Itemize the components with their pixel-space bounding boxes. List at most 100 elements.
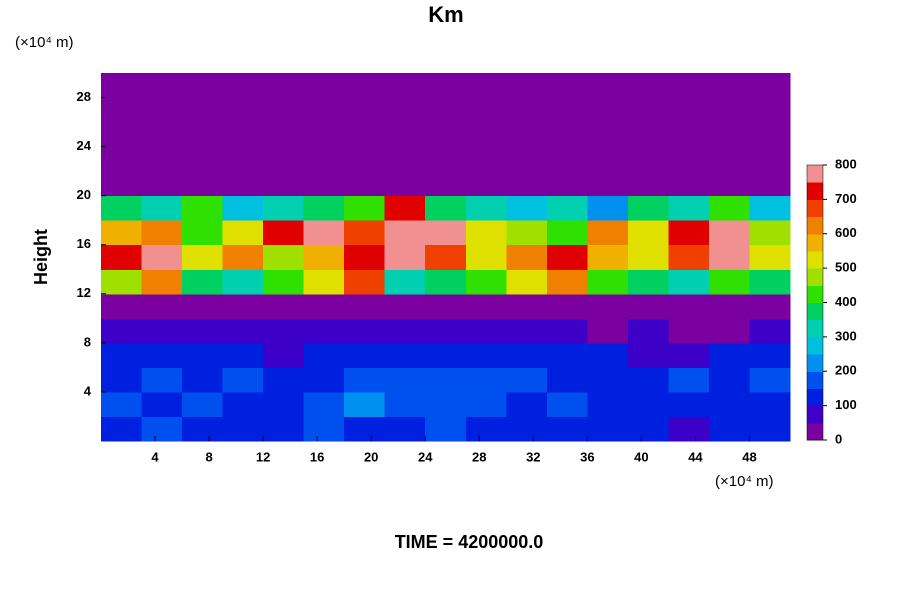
heat-cell — [344, 342, 386, 368]
y-tick-label: 12 — [77, 285, 91, 300]
heat-cell — [668, 416, 710, 442]
heat-cell — [668, 391, 710, 417]
heat-cell — [749, 416, 791, 442]
y-axis-label: Height — [31, 229, 51, 285]
heat-cell — [587, 195, 629, 221]
heat-cell — [749, 244, 791, 270]
heat-cell — [182, 391, 224, 417]
heat-cell — [182, 342, 224, 368]
heat-cell — [101, 195, 143, 221]
heat-cell — [465, 146, 507, 172]
heat-cell — [587, 416, 629, 442]
y-tick-label: 8 — [84, 334, 91, 349]
colorbar-tick-label: 200 — [835, 363, 857, 378]
heat-cell — [101, 293, 143, 319]
heat-cell — [303, 97, 345, 123]
colorbar-band — [807, 268, 823, 286]
heat-cell — [425, 171, 467, 197]
heat-cell — [546, 342, 588, 368]
heat-cell — [465, 293, 507, 319]
heat-cell — [384, 171, 426, 197]
heat-cell — [708, 195, 750, 221]
heat-cell — [141, 195, 183, 221]
heat-cell — [141, 342, 183, 368]
heat-cell — [587, 391, 629, 417]
chart-title: Km — [428, 2, 463, 27]
heat-cell — [222, 171, 264, 197]
heat-cell — [303, 122, 345, 148]
heat-cell — [668, 342, 710, 368]
heat-cell — [182, 73, 224, 99]
heat-cell — [101, 367, 143, 393]
x-tick-label: 24 — [418, 449, 433, 464]
heat-cell — [587, 269, 629, 295]
heat-cell — [587, 171, 629, 197]
heat-cell — [546, 293, 588, 319]
heat-cell — [384, 269, 426, 295]
heat-cell — [222, 195, 264, 221]
heat-cell — [141, 97, 183, 123]
x-tick-label: 36 — [580, 449, 594, 464]
heat-cell — [101, 122, 143, 148]
heat-cell — [668, 269, 710, 295]
heat-cell — [708, 244, 750, 270]
heat-cell — [465, 171, 507, 197]
heat-cell — [546, 73, 588, 99]
heat-cell — [708, 97, 750, 123]
heat-cell — [303, 146, 345, 172]
heat-cell — [344, 220, 386, 246]
heat-cell — [222, 122, 264, 148]
heat-cell — [465, 122, 507, 148]
colorbar-band — [807, 302, 823, 321]
heat-cell — [708, 269, 750, 295]
heat-cell — [182, 195, 224, 221]
x-tick-label: 12 — [256, 449, 270, 464]
heat-cell — [708, 122, 750, 148]
heat-cell — [668, 97, 710, 123]
heat-cell — [546, 318, 588, 344]
heat-cell — [668, 293, 710, 319]
heat-cell — [303, 244, 345, 270]
heat-cell — [101, 269, 143, 295]
colorbar-band — [807, 319, 823, 338]
heat-cell — [465, 318, 507, 344]
x-unit: (×10⁴ m) — [715, 473, 774, 490]
heat-cell — [627, 97, 669, 123]
heat-cell — [141, 269, 183, 295]
heat-cell — [465, 391, 507, 417]
heat-cell — [344, 293, 386, 319]
heat-cell — [668, 73, 710, 99]
heat-cell — [303, 269, 345, 295]
heat-cell — [425, 97, 467, 123]
heat-cell — [263, 122, 305, 148]
heat-cell — [708, 220, 750, 246]
heat-cell — [344, 171, 386, 197]
heat-cell — [749, 391, 791, 417]
heat-cell — [425, 342, 467, 368]
heat-cell — [303, 391, 345, 417]
heat-cell — [141, 146, 183, 172]
colorbar-band — [807, 336, 823, 355]
heat-cell — [303, 293, 345, 319]
heat-cell — [425, 269, 467, 295]
heat-cell — [627, 146, 669, 172]
heat-cell — [263, 195, 305, 221]
heat-cell — [668, 146, 710, 172]
heat-cell — [749, 318, 791, 344]
heat-cell — [344, 318, 386, 344]
heat-cell — [303, 342, 345, 368]
heat-cell — [222, 97, 264, 123]
heat-cell — [101, 318, 143, 344]
heat-cell — [506, 97, 548, 123]
heat-cell — [708, 171, 750, 197]
heat-cell — [627, 269, 669, 295]
heat-cell — [749, 220, 791, 246]
heat-cell — [465, 367, 507, 393]
heat-cell — [263, 146, 305, 172]
heat-cell — [101, 342, 143, 368]
heat-cell — [668, 220, 710, 246]
heat-cell — [101, 244, 143, 270]
heat-cell — [708, 293, 750, 319]
heat-cell — [465, 416, 507, 442]
heat-cell — [384, 367, 426, 393]
